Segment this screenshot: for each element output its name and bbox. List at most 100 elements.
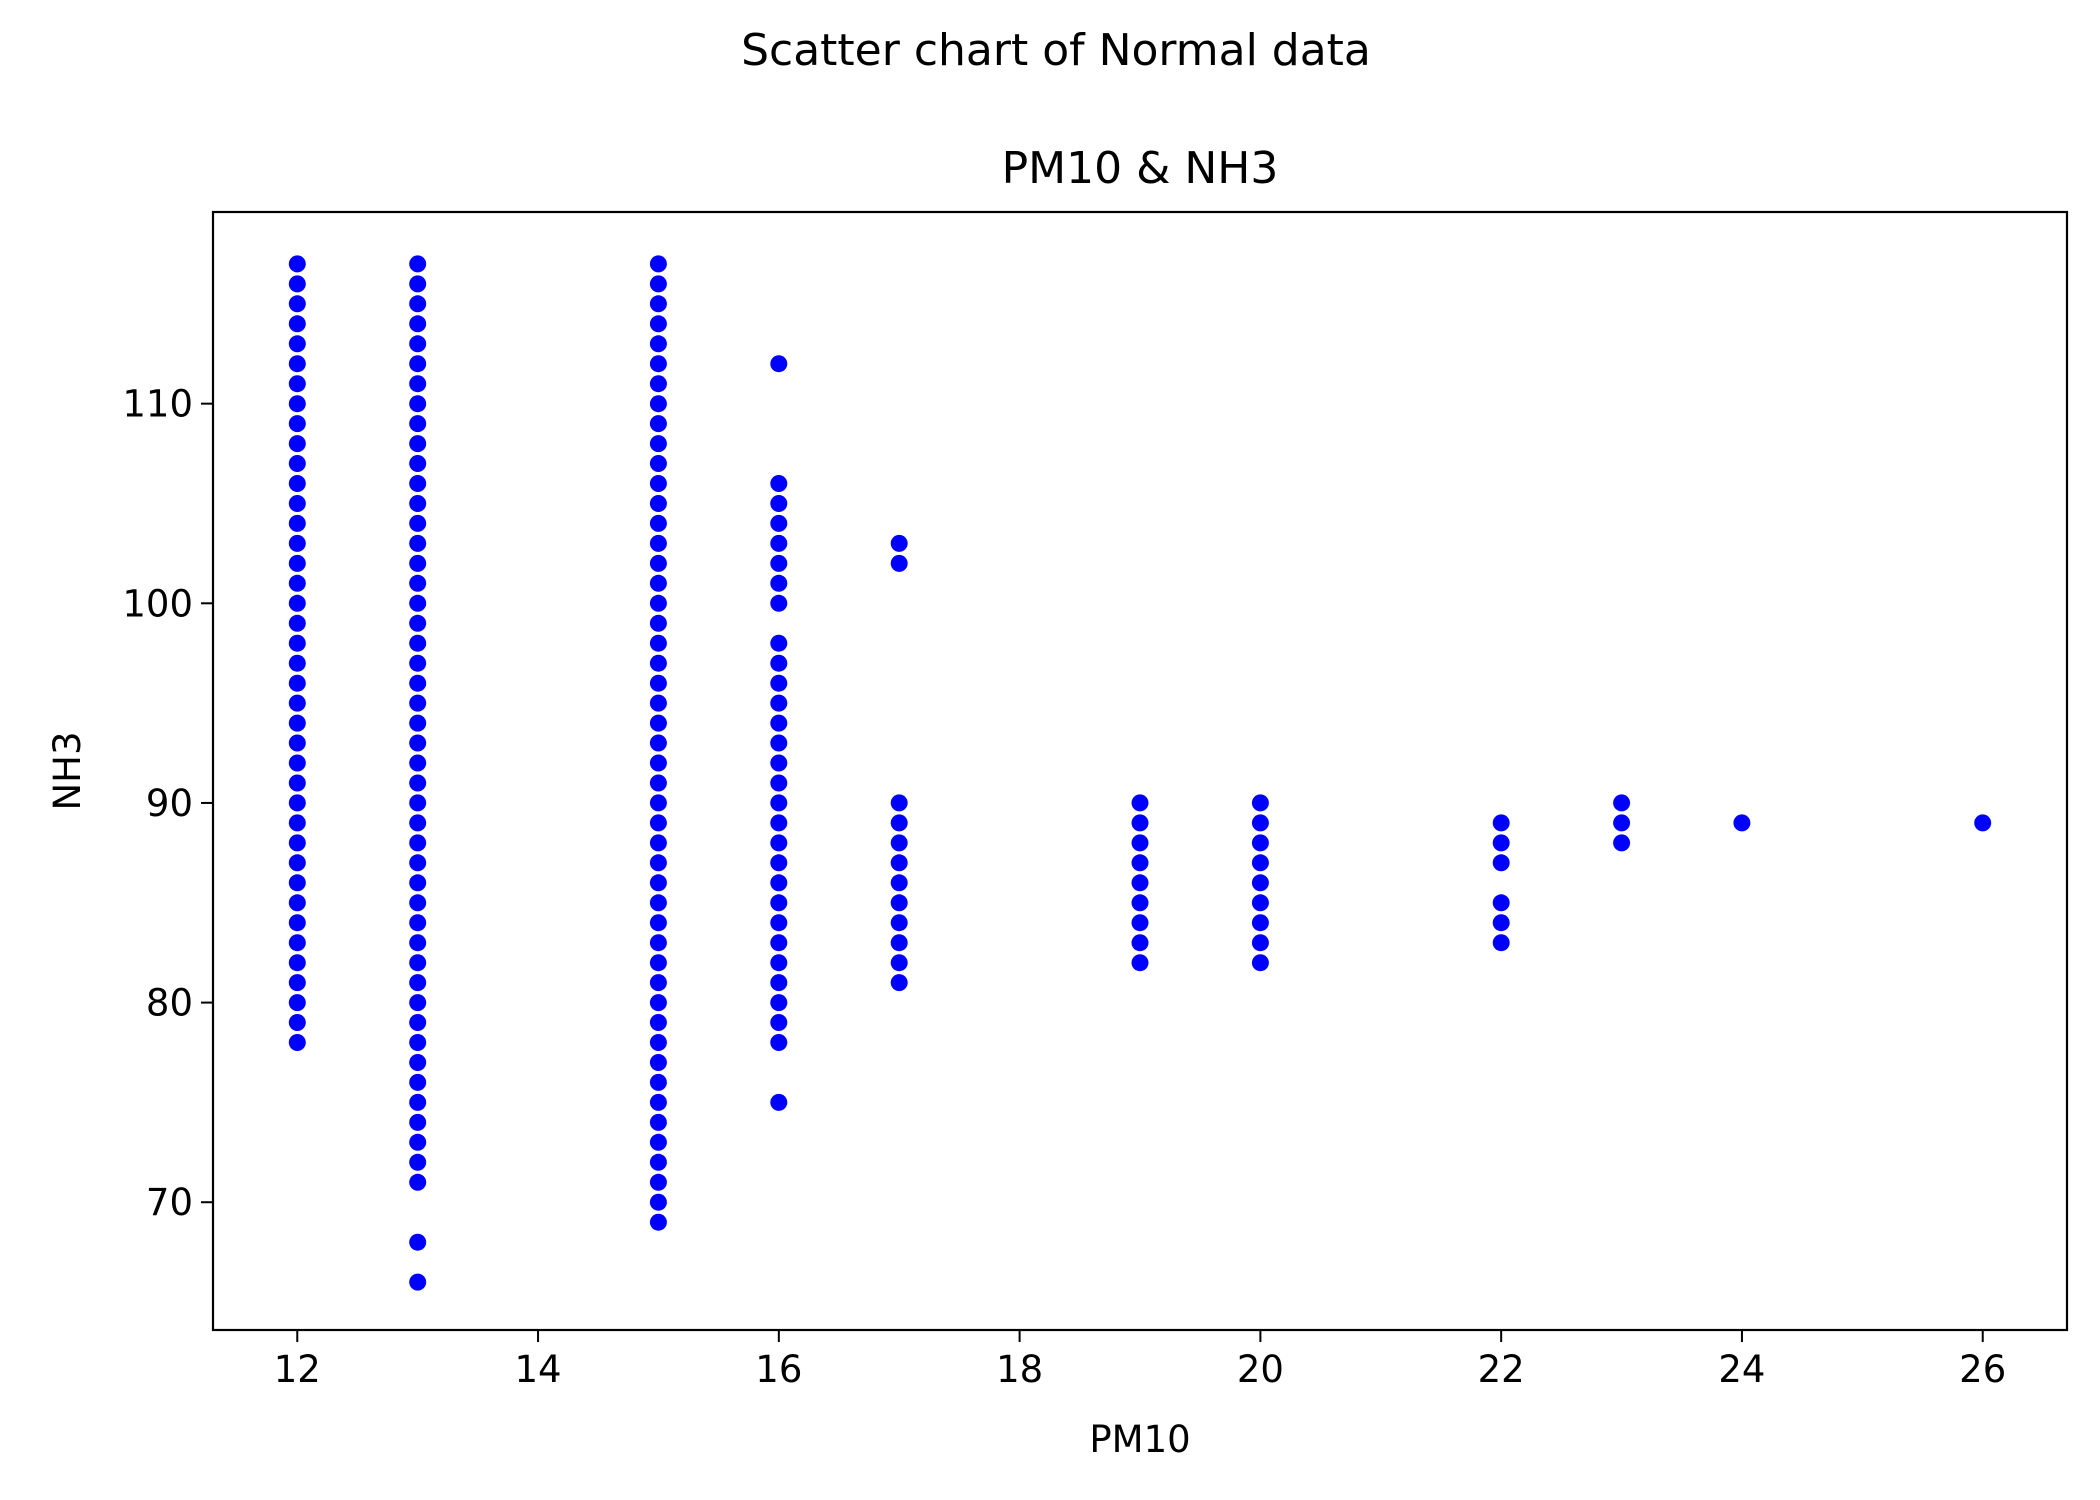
data-point xyxy=(288,754,306,772)
data-point xyxy=(1492,834,1510,852)
data-point xyxy=(288,934,306,952)
data-point xyxy=(409,395,427,413)
data-point xyxy=(1974,814,1992,832)
data-point xyxy=(288,874,306,892)
data-point xyxy=(1251,894,1269,912)
data-point xyxy=(288,594,306,612)
data-point xyxy=(649,315,667,333)
y-axis-label: NH3 xyxy=(46,731,89,810)
data-point xyxy=(288,614,306,632)
data-point xyxy=(890,914,908,932)
data-point xyxy=(890,834,908,852)
data-point xyxy=(890,874,908,892)
data-point xyxy=(649,495,667,512)
data-point xyxy=(649,754,667,772)
data-point xyxy=(409,514,427,532)
data-point xyxy=(770,814,788,832)
data-point xyxy=(649,455,667,472)
data-point xyxy=(770,1093,788,1111)
data-point xyxy=(409,614,427,632)
x-tick-label: 16 xyxy=(755,1348,802,1391)
data-point xyxy=(890,794,908,812)
data-point xyxy=(770,774,788,792)
data-point xyxy=(770,554,788,572)
data-point xyxy=(1251,934,1269,952)
data-point xyxy=(770,674,788,692)
data-point xyxy=(1492,814,1510,832)
data-point xyxy=(649,714,667,732)
data-point xyxy=(770,574,788,592)
data-point xyxy=(409,255,427,273)
data-point xyxy=(409,694,427,712)
data-point xyxy=(288,814,306,832)
data-point xyxy=(1131,934,1149,952)
data-point xyxy=(409,774,427,792)
data-point xyxy=(288,275,306,293)
data-point xyxy=(649,934,667,952)
data-point xyxy=(890,954,908,972)
data-point xyxy=(409,1073,427,1091)
data-point xyxy=(409,714,427,732)
data-point xyxy=(409,814,427,832)
data-point xyxy=(1131,874,1149,892)
data-point xyxy=(649,335,667,353)
data-point xyxy=(288,534,306,552)
data-point xyxy=(649,375,667,393)
data-point xyxy=(409,1034,427,1051)
data-point xyxy=(409,415,427,433)
data-point xyxy=(649,514,667,532)
data-point xyxy=(409,475,427,492)
data-point xyxy=(288,455,306,472)
x-tick-label: 20 xyxy=(1237,1348,1284,1391)
data-point xyxy=(1613,814,1631,832)
data-point xyxy=(770,1034,788,1051)
data-point xyxy=(409,1113,427,1131)
ticks-layer: 12 14 16 18 20 22 24 26 70 80 90 100 110 xyxy=(122,383,2006,1391)
data-point xyxy=(1733,814,1751,832)
x-tick-label: 12 xyxy=(274,1348,321,1391)
data-point xyxy=(288,395,306,413)
y-tick-label: 110 xyxy=(122,383,193,426)
data-point xyxy=(890,814,908,832)
data-point xyxy=(409,1273,427,1291)
chart-title: PM10 & NH3 xyxy=(1002,143,1279,194)
data-point xyxy=(288,774,306,792)
data-point xyxy=(288,734,306,752)
x-tick-label: 26 xyxy=(1959,1348,2006,1391)
x-axis-label: PM10 xyxy=(1089,1418,1190,1461)
data-point xyxy=(409,554,427,572)
data-point xyxy=(409,934,427,952)
data-point xyxy=(890,974,908,992)
data-point xyxy=(409,854,427,872)
data-point xyxy=(288,914,306,932)
data-point xyxy=(1492,854,1510,872)
data-point xyxy=(1492,934,1510,952)
data-point xyxy=(409,1054,427,1071)
data-point xyxy=(890,894,908,912)
points-layer xyxy=(288,255,1992,1291)
data-point xyxy=(409,914,427,932)
data-point xyxy=(649,1193,667,1211)
data-point xyxy=(649,355,667,373)
data-point xyxy=(770,754,788,772)
data-point xyxy=(649,415,667,433)
data-point xyxy=(1131,814,1149,832)
data-point xyxy=(409,315,427,333)
x-tick-label: 22 xyxy=(1478,1348,1525,1391)
data-point xyxy=(649,1034,667,1051)
plot-frame xyxy=(211,210,2069,1332)
data-point xyxy=(409,734,427,752)
data-point xyxy=(649,994,667,1012)
data-point xyxy=(649,554,667,572)
x-tick-label: 18 xyxy=(996,1348,1043,1391)
data-point xyxy=(649,694,667,712)
data-point xyxy=(288,794,306,812)
data-point xyxy=(409,574,427,592)
data-point xyxy=(409,1153,427,1171)
x-tick-label: 14 xyxy=(515,1348,562,1391)
data-point xyxy=(1131,794,1149,812)
data-point xyxy=(409,1014,427,1031)
data-point xyxy=(770,914,788,932)
data-point xyxy=(770,974,788,992)
data-point xyxy=(409,275,427,293)
